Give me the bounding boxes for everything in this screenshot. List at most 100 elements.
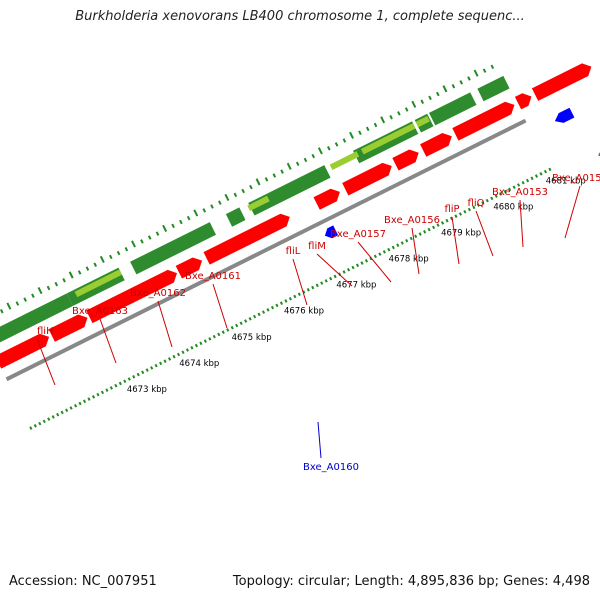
scale-dot: [167, 357, 172, 361]
scale-dot: [405, 238, 409, 243]
scale-dot: [208, 337, 212, 341]
scale-dot: [414, 234, 418, 239]
gene-label[interactable]: Bxe_A0161: [185, 271, 241, 282]
tick-mark: [358, 130, 362, 136]
gene-label[interactable]: fliL: [286, 246, 301, 257]
scale-label: 4675 kbp: [232, 333, 272, 343]
tick-mark: [31, 293, 35, 298]
feature-block[interactable]: [130, 222, 216, 275]
scale-dot: [257, 312, 261, 317]
scale-dot: [494, 194, 498, 198]
scale-dot: [226, 328, 230, 332]
gene-label[interactable]: fliQ: [468, 198, 485, 209]
topology-label: Topology: circular; Length: 4,895,836 bp…: [232, 574, 590, 589]
scale-dot: [302, 290, 306, 294]
forward-gene-arrow[interactable]: [175, 257, 203, 279]
scale-dot: [176, 352, 181, 357]
tick-mark: [442, 85, 448, 93]
reverse-gene-arrow[interactable]: [324, 225, 339, 239]
gene-label[interactable]: fliH: [37, 326, 54, 337]
scale-dot: [221, 330, 225, 334]
forward-gene-arrow[interactable]: [420, 133, 452, 157]
scale-dot: [42, 419, 46, 424]
scale-dot: [463, 209, 467, 214]
leader-line: [357, 241, 392, 283]
scale-dot: [248, 317, 252, 321]
feature-highlight[interactable]: [329, 151, 360, 170]
gene-label[interactable]: Bxe_A0156: [384, 215, 440, 226]
feature-highlight[interactable]: [74, 269, 122, 298]
tick-mark: [272, 173, 277, 178]
scale-dot: [185, 348, 190, 352]
scale-dot: [96, 392, 100, 397]
tick-mark: [349, 131, 354, 139]
forward-gene-arrow[interactable]: [452, 101, 515, 141]
scale-dot: [181, 350, 185, 355]
tick-mark: [420, 99, 425, 104]
scale-dot: [525, 178, 530, 183]
tick-mark: [411, 100, 417, 108]
tick-mark: [334, 142, 339, 147]
gene-label[interactable]: fliM: [308, 241, 326, 252]
feature-block[interactable]: [225, 207, 246, 227]
forward-gene-arrow[interactable]: [203, 213, 290, 265]
gene-label[interactable]: Bxe_A0152: [552, 173, 600, 184]
forward-gene-arrow[interactable]: [48, 314, 88, 342]
scale-dot: [56, 412, 60, 417]
feature-block[interactable]: [429, 92, 477, 126]
scale-dot: [91, 395, 96, 399]
feature-highlight[interactable]: [415, 116, 430, 128]
feature-highlight[interactable]: [247, 195, 270, 211]
gene-label[interactable]: Bxe_A0153: [492, 187, 548, 198]
scale-dot: [481, 201, 485, 205]
tick-mark: [224, 193, 230, 201]
feature-block[interactable]: [0, 293, 73, 348]
forward-gene-arrow[interactable]: [514, 93, 532, 110]
gene-label[interactable]: Bxe_A0160: [303, 462, 359, 473]
tick-mark: [0, 309, 4, 314]
scale-dot: [65, 408, 69, 413]
gene-label[interactable]: Bxe_A0157: [330, 229, 386, 240]
scale-dot: [432, 225, 436, 230]
leader-line: [99, 318, 117, 364]
scale-label: 4673 kbp: [127, 385, 167, 395]
feature-highlight[interactable]: [361, 123, 416, 155]
forward-gene-arrow[interactable]: [342, 162, 392, 196]
tick-mark: [193, 209, 199, 217]
gene-label[interactable]: fliP: [444, 204, 459, 215]
scale-dot: [253, 314, 257, 319]
gene-label[interactable]: Bxe_A0163: [72, 306, 128, 317]
gene-label[interactable]: Bxe_A0162: [130, 288, 186, 299]
scale-dot: [47, 417, 51, 421]
scale-dot: [78, 401, 82, 406]
scale-dot: [530, 176, 534, 181]
scale-dot: [82, 399, 87, 404]
scale-label: 4680 kbp: [493, 202, 533, 212]
forward-gene-arrow[interactable]: [392, 149, 419, 171]
tick-mark: [286, 162, 292, 170]
scale-dot: [38, 421, 42, 426]
tick-mark: [467, 76, 471, 81]
tick-mark: [162, 224, 168, 233]
tick-mark: [233, 192, 238, 198]
feature-block[interactable]: [477, 75, 510, 102]
tick-mark: [171, 223, 175, 229]
scale-dot: [427, 227, 431, 232]
scale-dot: [29, 426, 33, 430]
leader-line: [36, 338, 56, 386]
scale-dot: [400, 241, 404, 245]
forward-gene-arrow[interactable]: [0, 333, 50, 369]
forward-gene-arrow[interactable]: [531, 63, 592, 101]
reverse-gene-arrow[interactable]: [554, 107, 575, 123]
scale-dot: [311, 285, 315, 290]
tick-mark: [436, 91, 440, 97]
forward-gene-arrow[interactable]: [86, 269, 177, 324]
tick-mark: [15, 301, 20, 306]
scale-dot: [127, 377, 131, 381]
tick-mark: [147, 235, 152, 240]
feature-block[interactable]: [248, 165, 331, 216]
tick-mark: [99, 255, 105, 264]
scale-dot: [163, 359, 167, 363]
forward-gene-arrow[interactable]: [313, 188, 340, 210]
